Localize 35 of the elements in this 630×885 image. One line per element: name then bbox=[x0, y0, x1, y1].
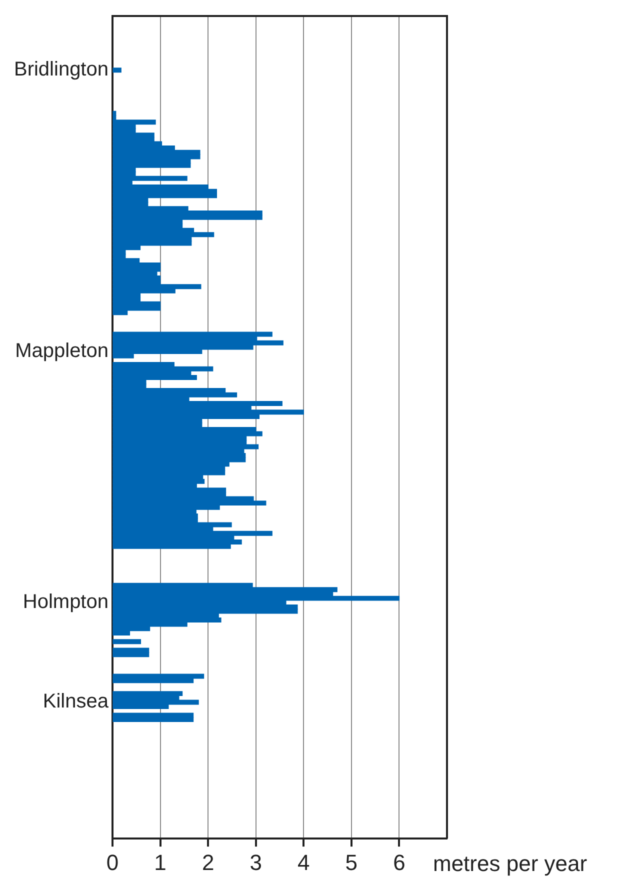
bar bbox=[112, 193, 218, 198]
bar bbox=[112, 639, 142, 644]
x-tick-label: 4 bbox=[298, 850, 310, 875]
bar bbox=[112, 271, 158, 276]
x-tick-label: 6 bbox=[393, 850, 406, 875]
bar bbox=[112, 400, 282, 406]
y-tick-label: Holmpton bbox=[22, 591, 108, 614]
bar bbox=[112, 488, 226, 493]
bar bbox=[112, 162, 191, 168]
x-tick-label: 1 bbox=[154, 850, 166, 875]
bar bbox=[112, 478, 205, 484]
bar bbox=[112, 284, 202, 290]
bar bbox=[112, 691, 183, 696]
bar bbox=[112, 240, 192, 246]
bar bbox=[112, 232, 214, 238]
y-tick-label: Kilnsea bbox=[42, 690, 110, 713]
bar bbox=[112, 214, 262, 220]
y-tick-label: Mappleton bbox=[15, 340, 108, 362]
bar bbox=[112, 154, 200, 160]
bar bbox=[112, 306, 161, 311]
bar bbox=[112, 332, 272, 337]
x-tick-label: 0 bbox=[106, 850, 119, 875]
bar bbox=[112, 652, 150, 658]
bar bbox=[112, 700, 199, 705]
x-tick-label: 3 bbox=[250, 850, 262, 875]
x-axis-title: metres per year bbox=[433, 850, 588, 877]
bar bbox=[112, 712, 194, 718]
bar bbox=[112, 587, 338, 592]
y-tick-label: Bridlington bbox=[14, 58, 108, 81]
bar bbox=[112, 176, 188, 181]
x-tick-label: 5 bbox=[345, 850, 358, 875]
bar bbox=[112, 410, 304, 415]
x-tick-label: 2 bbox=[202, 850, 214, 875]
bar bbox=[112, 522, 232, 528]
bar bbox=[112, 68, 122, 73]
